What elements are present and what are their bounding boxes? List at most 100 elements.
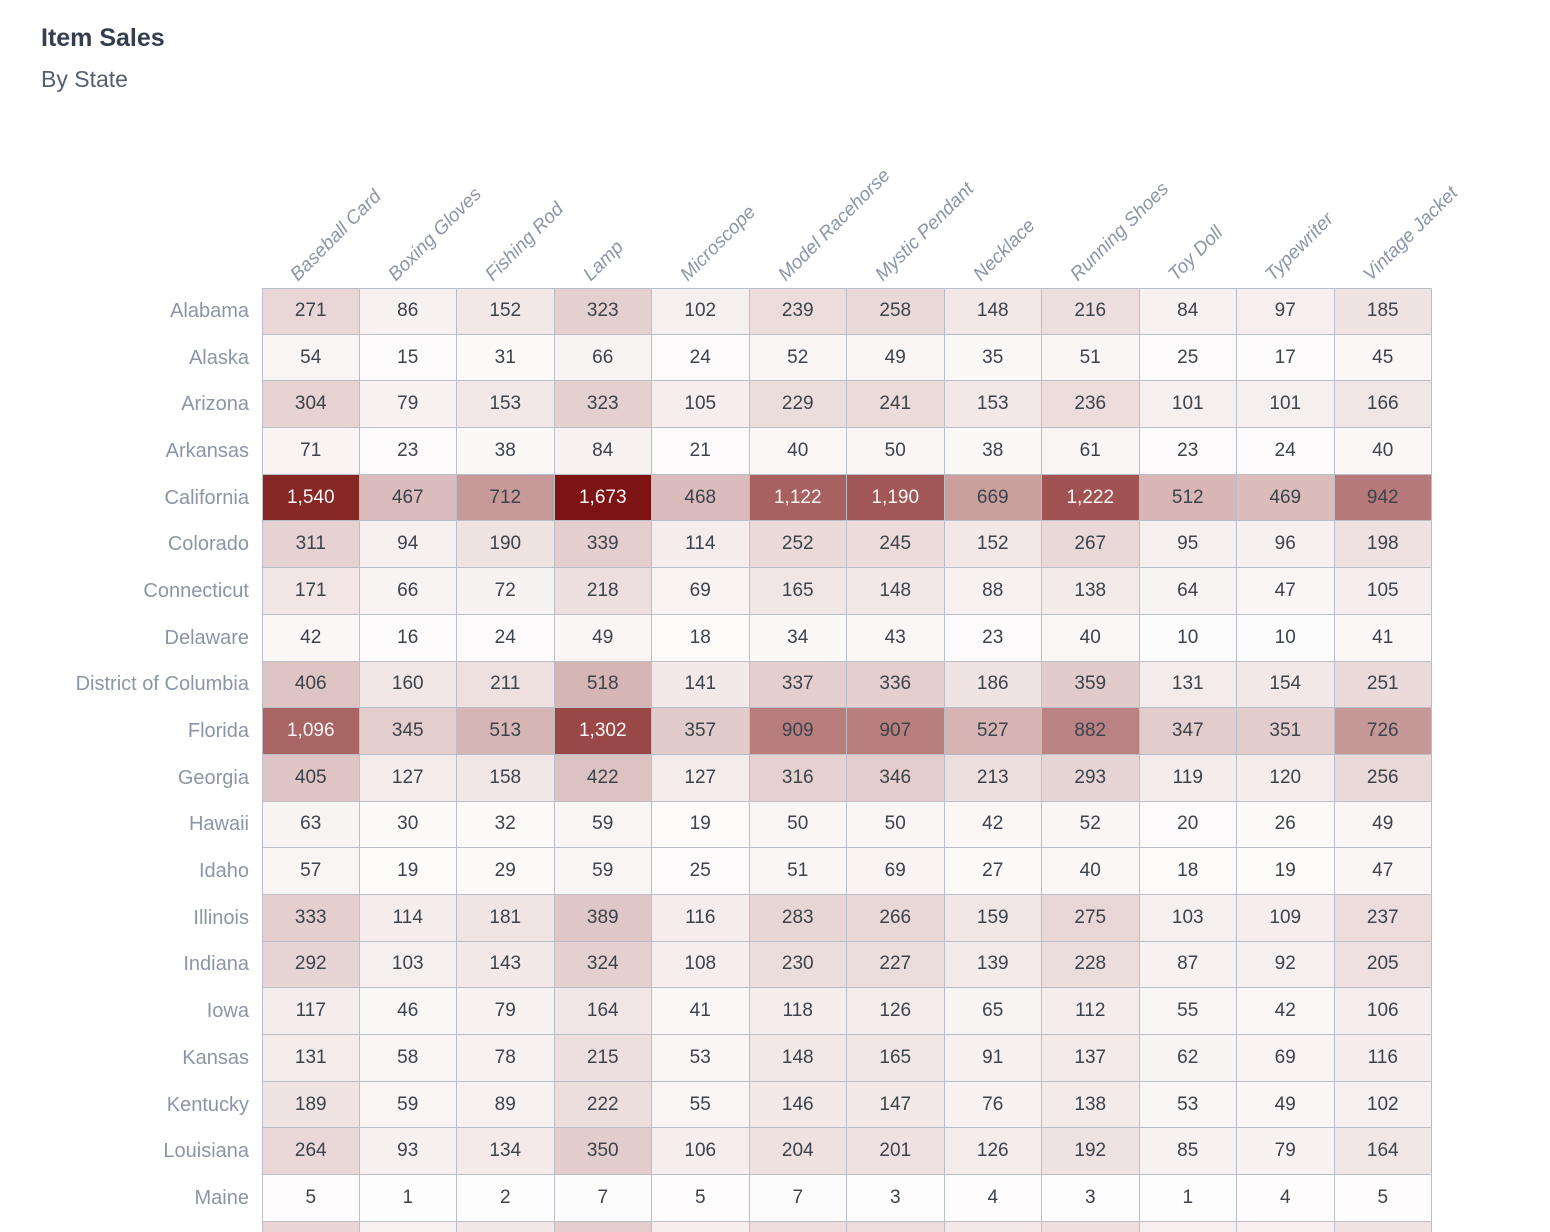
heatmap-cell[interactable]: 76: [944, 1081, 1042, 1129]
heatmap-cell[interactable]: 127: [359, 754, 457, 802]
heatmap-cell[interactable]: 18: [652, 614, 750, 662]
heatmap-cell[interactable]: 283: [749, 894, 847, 942]
heatmap-cell[interactable]: 118: [749, 988, 847, 1035]
heatmap-cell[interactable]: 23: [1139, 428, 1237, 475]
heatmap-cell[interactable]: 1,096: [262, 708, 360, 755]
heatmap-cell[interactable]: [457, 1221, 555, 1232]
heatmap-cell[interactable]: [1139, 1221, 1237, 1232]
heatmap-cell[interactable]: 160: [359, 661, 457, 709]
heatmap-cell[interactable]: 53: [652, 1035, 750, 1082]
heatmap-cell[interactable]: 69: [1237, 1035, 1335, 1082]
heatmap-cell[interactable]: [1042, 1221, 1140, 1232]
heatmap-cell[interactable]: 230: [749, 941, 847, 989]
heatmap-cell[interactable]: 61: [1042, 428, 1140, 475]
heatmap-cell[interactable]: 51: [1042, 334, 1140, 382]
heatmap-cell[interactable]: 50: [749, 801, 847, 849]
heatmap-cell[interactable]: 907: [847, 708, 945, 755]
heatmap-cell[interactable]: 323: [554, 288, 652, 335]
heatmap-cell[interactable]: 52: [749, 334, 847, 382]
heatmap-cell[interactable]: 101: [1139, 381, 1237, 429]
heatmap-cell[interactable]: 40: [1042, 848, 1140, 895]
heatmap-cell[interactable]: 54: [262, 334, 360, 382]
heatmap-cell[interactable]: 52: [1042, 801, 1140, 849]
heatmap-cell[interactable]: 78: [457, 1035, 555, 1082]
heatmap-cell[interactable]: 137: [1042, 1035, 1140, 1082]
heatmap-cell[interactable]: 271: [262, 288, 360, 335]
heatmap-cell[interactable]: 213: [944, 754, 1042, 802]
heatmap-cell[interactable]: 134: [457, 1128, 555, 1176]
heatmap-cell[interactable]: 105: [1334, 568, 1432, 615]
heatmap-cell[interactable]: 41: [1334, 614, 1432, 662]
heatmap-cell[interactable]: 131: [1139, 661, 1237, 709]
heatmap-cell[interactable]: 102: [1334, 1081, 1432, 1129]
heatmap-cell[interactable]: 1: [359, 1175, 457, 1222]
heatmap-cell[interactable]: 468: [652, 474, 750, 522]
heatmap-cell[interactable]: 1,540: [262, 474, 360, 522]
heatmap-cell[interactable]: 164: [1334, 1128, 1432, 1176]
heatmap-cell[interactable]: 7: [749, 1175, 847, 1222]
heatmap-cell[interactable]: 38: [457, 428, 555, 475]
heatmap-cell[interactable]: 41: [652, 988, 750, 1035]
heatmap-cell[interactable]: 87: [1139, 941, 1237, 989]
heatmap-cell[interactable]: 101: [1237, 381, 1335, 429]
heatmap-cell[interactable]: 116: [1334, 1035, 1432, 1082]
heatmap-cell[interactable]: 267: [1042, 521, 1140, 569]
heatmap-cell[interactable]: 218: [554, 568, 652, 615]
heatmap-cell[interactable]: 59: [359, 1081, 457, 1129]
heatmap-cell[interactable]: 29: [457, 848, 555, 895]
heatmap-cell[interactable]: 42: [944, 801, 1042, 849]
heatmap-cell[interactable]: 66: [359, 568, 457, 615]
heatmap-cell[interactable]: 467: [359, 474, 457, 522]
heatmap-cell[interactable]: 198: [1334, 521, 1432, 569]
heatmap-cell[interactable]: 59: [554, 801, 652, 849]
heatmap-cell[interactable]: 20: [1139, 801, 1237, 849]
heatmap-cell[interactable]: 406: [262, 661, 360, 709]
heatmap-cell[interactable]: 1,222: [1042, 474, 1140, 522]
heatmap-cell[interactable]: 148: [944, 288, 1042, 335]
heatmap-cell[interactable]: 126: [944, 1128, 1042, 1176]
heatmap-cell[interactable]: 102: [652, 288, 750, 335]
heatmap-cell[interactable]: 79: [359, 381, 457, 429]
heatmap-cell[interactable]: 2: [457, 1175, 555, 1222]
heatmap-cell[interactable]: 117: [262, 988, 360, 1035]
heatmap-cell[interactable]: 4: [1237, 1175, 1335, 1222]
heatmap-cell[interactable]: 942: [1334, 474, 1432, 522]
heatmap-cell[interactable]: 324: [554, 941, 652, 989]
heatmap-cell[interactable]: 93: [359, 1128, 457, 1176]
heatmap-cell[interactable]: 166: [1334, 381, 1432, 429]
heatmap-cell[interactable]: 712: [457, 474, 555, 522]
heatmap-cell[interactable]: 43: [847, 614, 945, 662]
heatmap-cell[interactable]: 49: [847, 334, 945, 382]
heatmap-cell[interactable]: 359: [1042, 661, 1140, 709]
heatmap-cell[interactable]: 336: [847, 661, 945, 709]
heatmap-cell[interactable]: 51: [749, 848, 847, 895]
heatmap-cell[interactable]: 1,673: [554, 474, 652, 522]
heatmap-cell[interactable]: 72: [457, 568, 555, 615]
heatmap-cell[interactable]: 69: [847, 848, 945, 895]
heatmap-cell[interactable]: 292: [262, 941, 360, 989]
heatmap-cell[interactable]: 138: [1042, 568, 1140, 615]
heatmap-cell[interactable]: 158: [457, 754, 555, 802]
heatmap-cell[interactable]: [944, 1221, 1042, 1232]
heatmap-cell[interactable]: 89: [457, 1081, 555, 1129]
heatmap-cell[interactable]: 131: [262, 1035, 360, 1082]
heatmap-cell[interactable]: 114: [652, 521, 750, 569]
heatmap-cell[interactable]: 59: [554, 848, 652, 895]
heatmap-cell[interactable]: 105: [652, 381, 750, 429]
heatmap-cell[interactable]: 4: [944, 1175, 1042, 1222]
heatmap-cell[interactable]: [1237, 1221, 1335, 1232]
heatmap-cell[interactable]: 95: [1139, 521, 1237, 569]
heatmap-cell[interactable]: 236: [1042, 381, 1140, 429]
heatmap-cell[interactable]: 518: [554, 661, 652, 709]
heatmap-cell[interactable]: 3: [847, 1175, 945, 1222]
heatmap-cell[interactable]: 126: [847, 988, 945, 1035]
heatmap-cell[interactable]: 139: [944, 941, 1042, 989]
heatmap-cell[interactable]: 85: [1139, 1128, 1237, 1176]
heatmap-cell[interactable]: 153: [457, 381, 555, 429]
heatmap-cell[interactable]: 65: [944, 988, 1042, 1035]
heatmap-cell[interactable]: 245: [847, 521, 945, 569]
heatmap-cell[interactable]: 38: [944, 428, 1042, 475]
heatmap-cell[interactable]: 357: [652, 708, 750, 755]
heatmap-cell[interactable]: 1,190: [847, 474, 945, 522]
heatmap-cell[interactable]: 148: [749, 1035, 847, 1082]
